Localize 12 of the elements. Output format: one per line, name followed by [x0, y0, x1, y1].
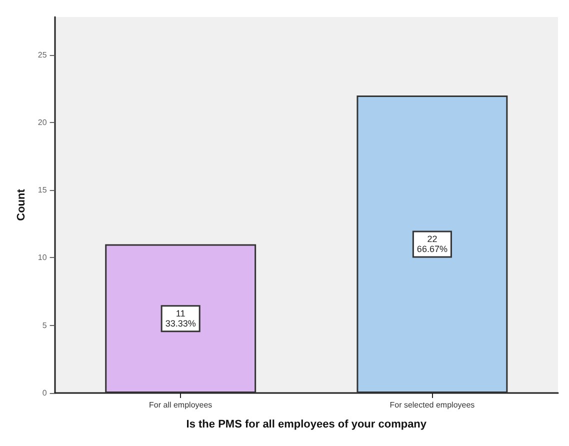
x-tick-label: For all employees — [149, 400, 212, 410]
y-tick-label: 20 — [38, 118, 48, 127]
y-tick-label: 5 — [42, 320, 48, 330]
y-tick-label: 0 — [42, 388, 48, 398]
y-tick-label: 10 — [38, 253, 48, 262]
data-label: 11 33.33% — [165, 308, 196, 329]
x-tick-label: For selected employees — [390, 400, 475, 410]
y-tick-label: 25 — [38, 50, 48, 60]
x-axis-title: Is the PMS for all employees of your company — [186, 418, 428, 430]
data-label: 22 66.67% — [416, 234, 448, 254]
y-axis-title: Count — [16, 188, 28, 221]
y-tick-label: 15 — [38, 186, 48, 195]
